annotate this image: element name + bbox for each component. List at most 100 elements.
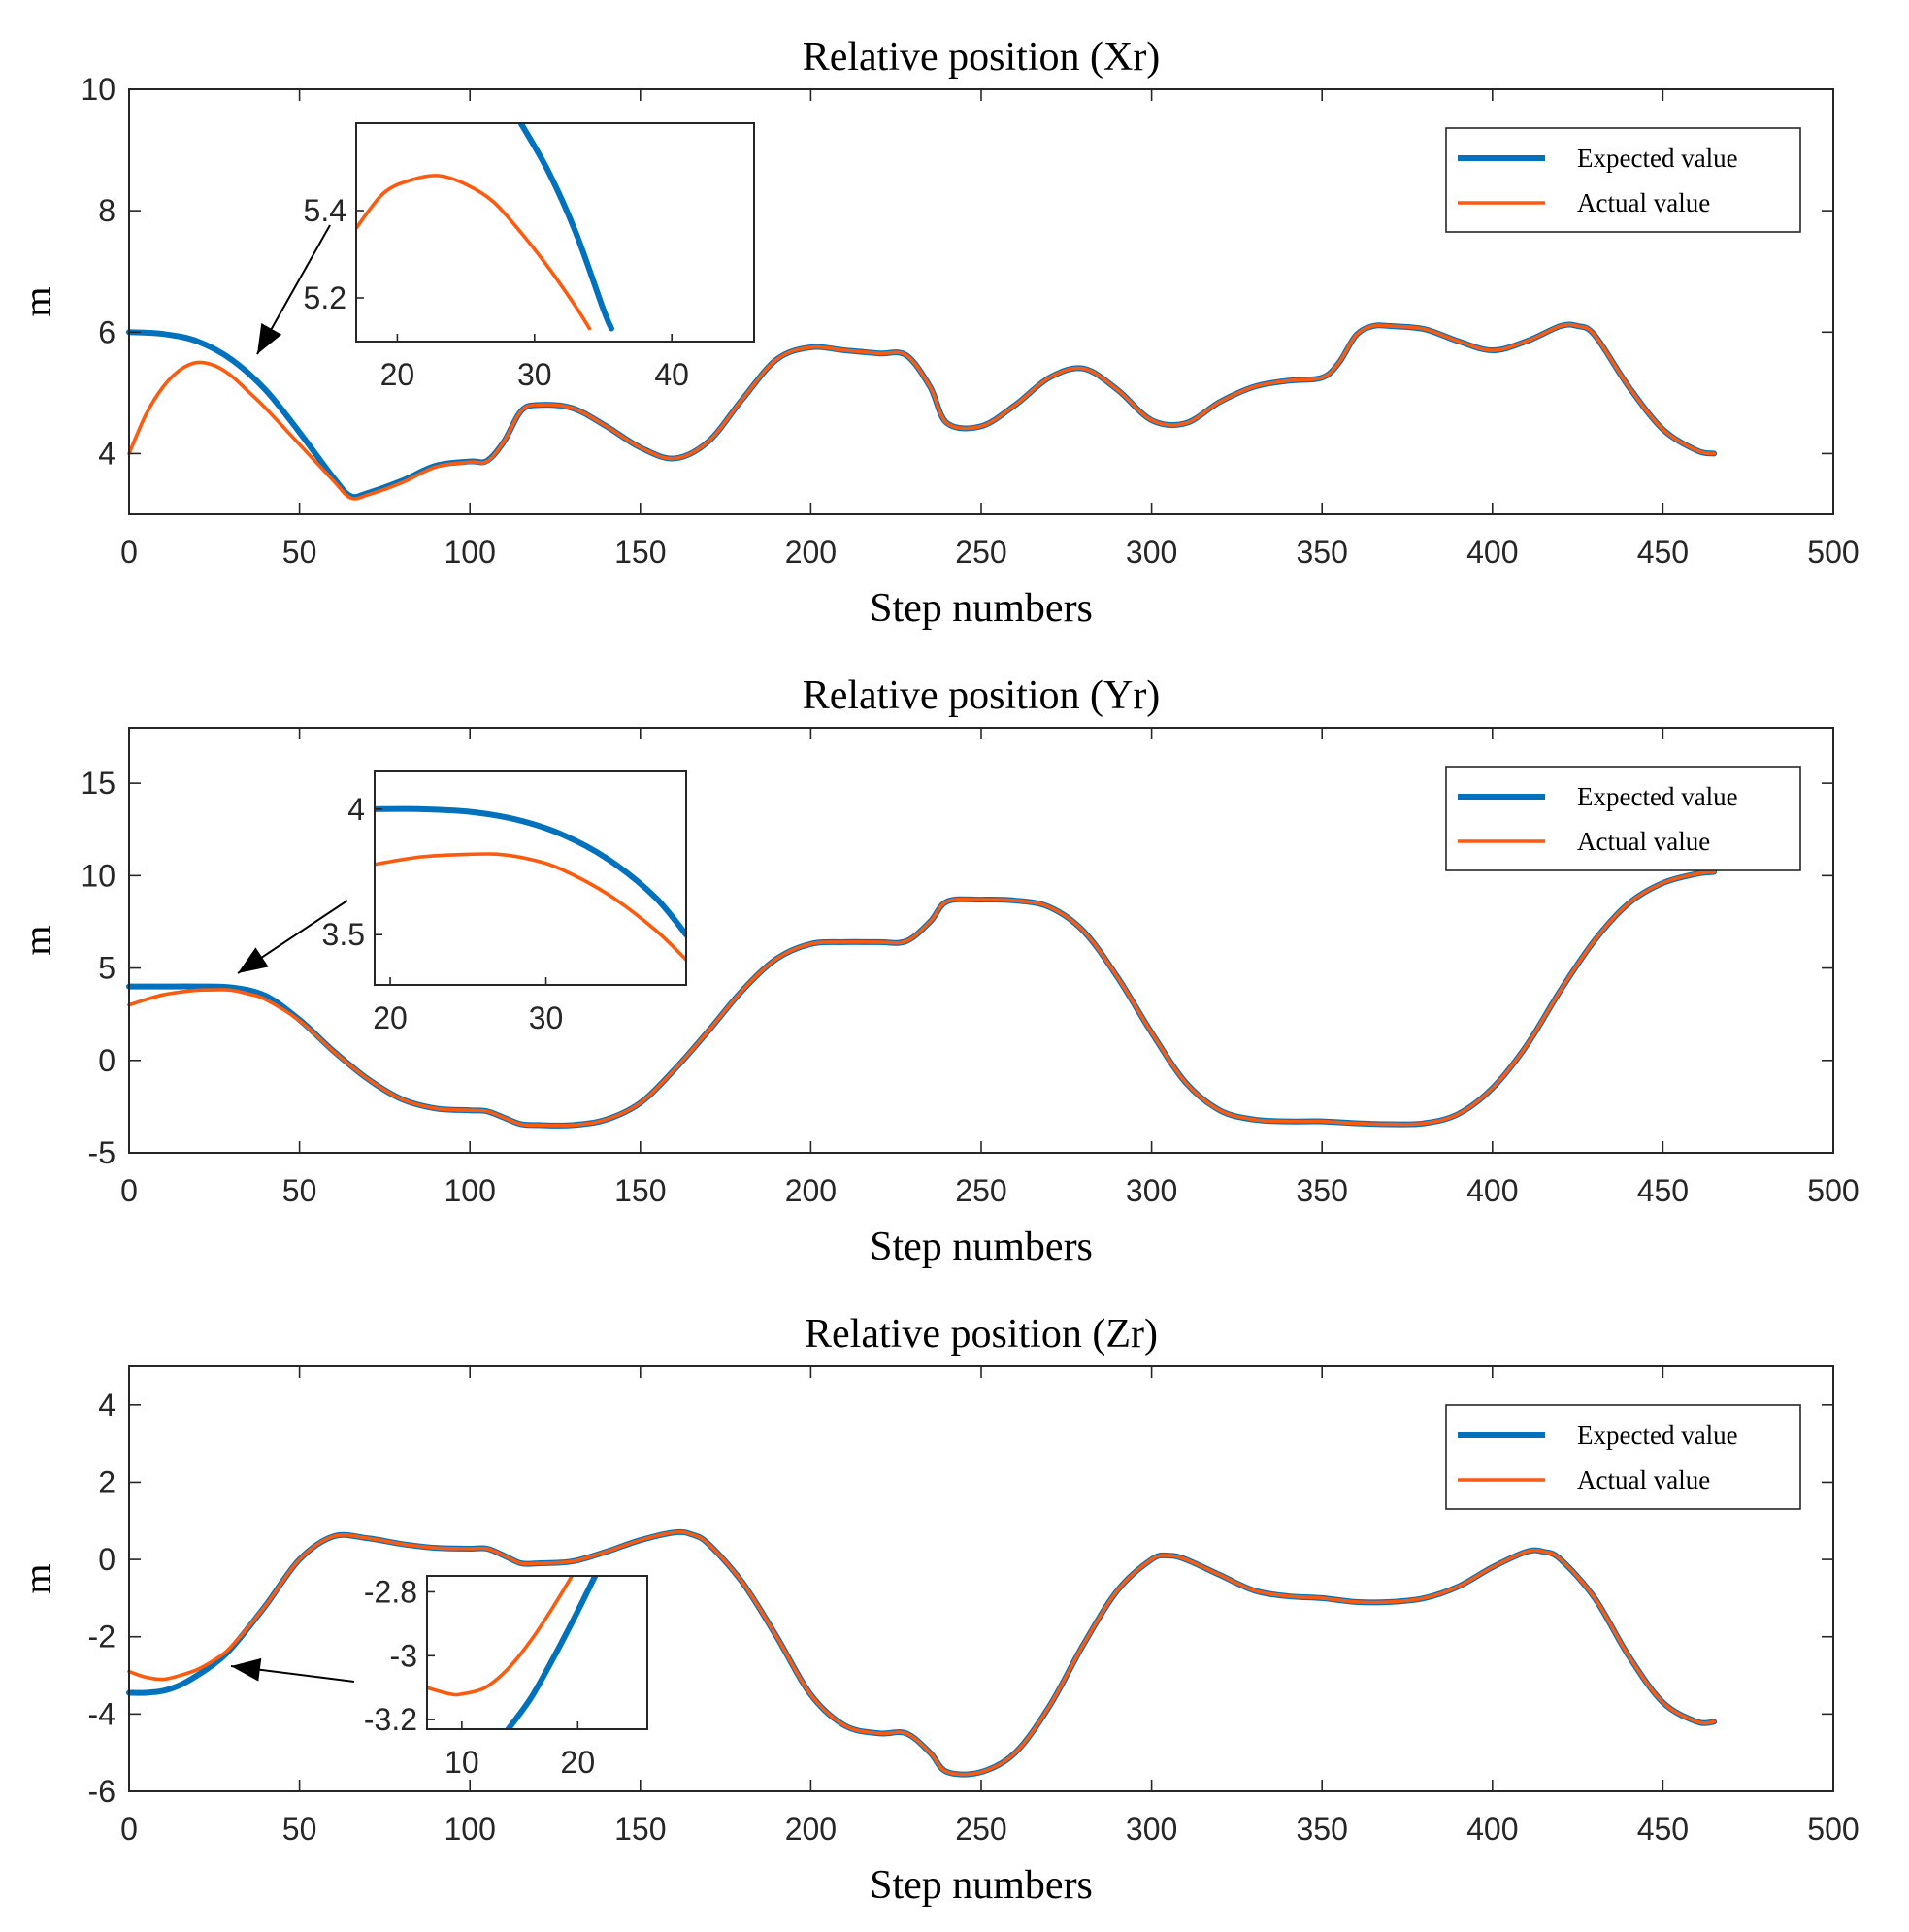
x-tick-label: 150	[614, 1812, 666, 1847]
zoom-arrow-head	[231, 1657, 262, 1682]
inset-y-tick-label: -3.2	[364, 1702, 417, 1737]
y-tick-label: 8	[98, 193, 115, 228]
x-tick-label: 500	[1807, 535, 1859, 570]
inset-line-actual	[375, 852, 686, 962]
x-tick-label: 250	[955, 1812, 1006, 1847]
legend-label-expected: Expected value	[1577, 144, 1738, 173]
x-tick-label: 400	[1466, 535, 1518, 570]
inset-background	[375, 771, 686, 985]
x-tick-label: 350	[1297, 535, 1348, 570]
x-tick-label: 200	[785, 1173, 837, 1208]
inset-frame	[426, 1575, 648, 1730]
inset-background	[427, 1576, 647, 1729]
x-tick-label: 350	[1297, 1173, 1348, 1208]
chart-panel-1: Relative position (Xr) 0 50 100 150 200 250 300…	[16, 35, 1860, 631]
zoom-arrow-head	[257, 322, 282, 354]
inset-background	[356, 123, 754, 342]
inset-x-tick-label: 20	[373, 1000, 408, 1035]
x-tick-label: 200	[785, 1812, 837, 1847]
x-axis-label: Step numbers	[870, 586, 1093, 631]
inset-series-group	[375, 805, 686, 962]
inset-line-actual	[427, 1576, 575, 1697]
series-group	[126, 321, 1718, 501]
x-tick-label: 450	[1637, 535, 1689, 570]
inset-y-tick-label: 3.5	[322, 917, 365, 952]
legend-box	[1445, 766, 1801, 871]
inset-series-group	[356, 123, 614, 332]
x-tick-label: 400	[1466, 1812, 1518, 1847]
series-line-actual	[127, 869, 1716, 1128]
inset-y-tick-label: 5.4	[304, 193, 346, 228]
x-tick-label: 500	[1807, 1812, 1859, 1847]
inset-x-tick-label: 30	[517, 357, 552, 392]
series-group	[126, 868, 1718, 1129]
y-tick-label: 6	[98, 314, 115, 349]
x-tick-label: 450	[1637, 1173, 1689, 1208]
y-tick-label: 4	[98, 1388, 115, 1423]
x-tick-label: 250	[955, 535, 1006, 570]
y-tick-label: 0	[98, 1542, 115, 1577]
series-line-actual	[127, 322, 1716, 501]
inset-y-tick-label: -3	[390, 1638, 417, 1673]
legend: Expected value Actual value	[1445, 127, 1801, 233]
chart-title: Relative position (Yr)	[803, 673, 1161, 718]
series-group	[126, 1528, 1718, 1778]
inset-frame	[355, 122, 755, 343]
inset-x-tick-label: 10	[444, 1745, 479, 1780]
inset-zoom: 10 20 -3.2 -3 -2.8	[364, 1574, 648, 1780]
y-tick-label: 2	[98, 1464, 115, 1499]
y-tick-label: -2	[88, 1620, 115, 1654]
x-tick-label: 0	[120, 1173, 138, 1208]
chart-panel-2: Relative position (Yr)0 50 100 150 200 250 300…	[16, 673, 1860, 1269]
inset-x-tick-label: 20	[561, 1745, 596, 1780]
legend: Expected value Actual value	[1445, 766, 1801, 871]
legend-label-expected: Expected value	[1577, 782, 1738, 811]
zoom-arrow-head	[238, 947, 269, 973]
chart-panel-3: Relative position (Zr) 0 50 100 150 200 250 300…	[16, 1312, 1860, 1908]
legend-label-actual: Actual value	[1577, 1465, 1710, 1494]
y-tick-label: 4	[98, 436, 115, 471]
y-tick-label: -5	[88, 1135, 115, 1170]
x-tick-label: 50	[282, 535, 317, 570]
legend: Expected value Actual value	[1445, 1404, 1801, 1510]
zoom-arrow	[230, 1657, 355, 1683]
inset-x-tick-label: 20	[380, 357, 415, 392]
x-tick-label: 500	[1807, 1173, 1859, 1208]
chart-title: Relative position (Zr)	[805, 1312, 1158, 1357]
legend-label-expected: Expected value	[1577, 1421, 1738, 1450]
x-tick-label: 0	[120, 535, 138, 570]
y-tick-label: 0	[98, 1043, 115, 1078]
zoom-arrow	[256, 224, 331, 355]
x-tick-label: 450	[1637, 1812, 1689, 1847]
legend-box	[1445, 127, 1801, 233]
inset-line-actual	[356, 174, 592, 331]
y-tick-label: 15	[81, 766, 115, 801]
inset-y-tick-label: 4	[347, 792, 365, 827]
x-tick-label: 400	[1466, 1173, 1518, 1208]
x-tick-label: 100	[444, 1812, 496, 1847]
x-tick-label: 300	[1126, 535, 1177, 570]
inset-zoom: 20 30 40 5.2 5.4	[304, 122, 755, 392]
y-axis-label: m	[16, 286, 59, 316]
x-tick-label: 150	[614, 535, 666, 570]
x-tick-label: 100	[444, 1173, 496, 1208]
inset-series-group	[427, 1576, 599, 1729]
x-tick-label: 350	[1297, 1812, 1348, 1847]
legend-label-actual: Actual value	[1577, 827, 1710, 856]
legend-label-actual: Actual value	[1577, 188, 1710, 217]
x-tick-label: 250	[955, 1173, 1006, 1208]
legend-box	[1445, 1404, 1801, 1510]
inset-y-tick-label: 5.2	[304, 280, 346, 315]
x-tick-label: 50	[282, 1812, 317, 1847]
inset-x-tick-label: 30	[529, 1000, 564, 1035]
inset-x-tick-label: 40	[654, 357, 689, 392]
series-line-actual	[127, 1530, 1716, 1777]
y-tick-label: 10	[81, 858, 115, 893]
inset-y-tick-label: -2.8	[364, 1574, 417, 1609]
inset-line-expected	[375, 805, 686, 938]
x-tick-label: 300	[1126, 1812, 1177, 1847]
x-tick-label: 100	[444, 535, 496, 570]
y-axis-label: m	[16, 1563, 59, 1593]
